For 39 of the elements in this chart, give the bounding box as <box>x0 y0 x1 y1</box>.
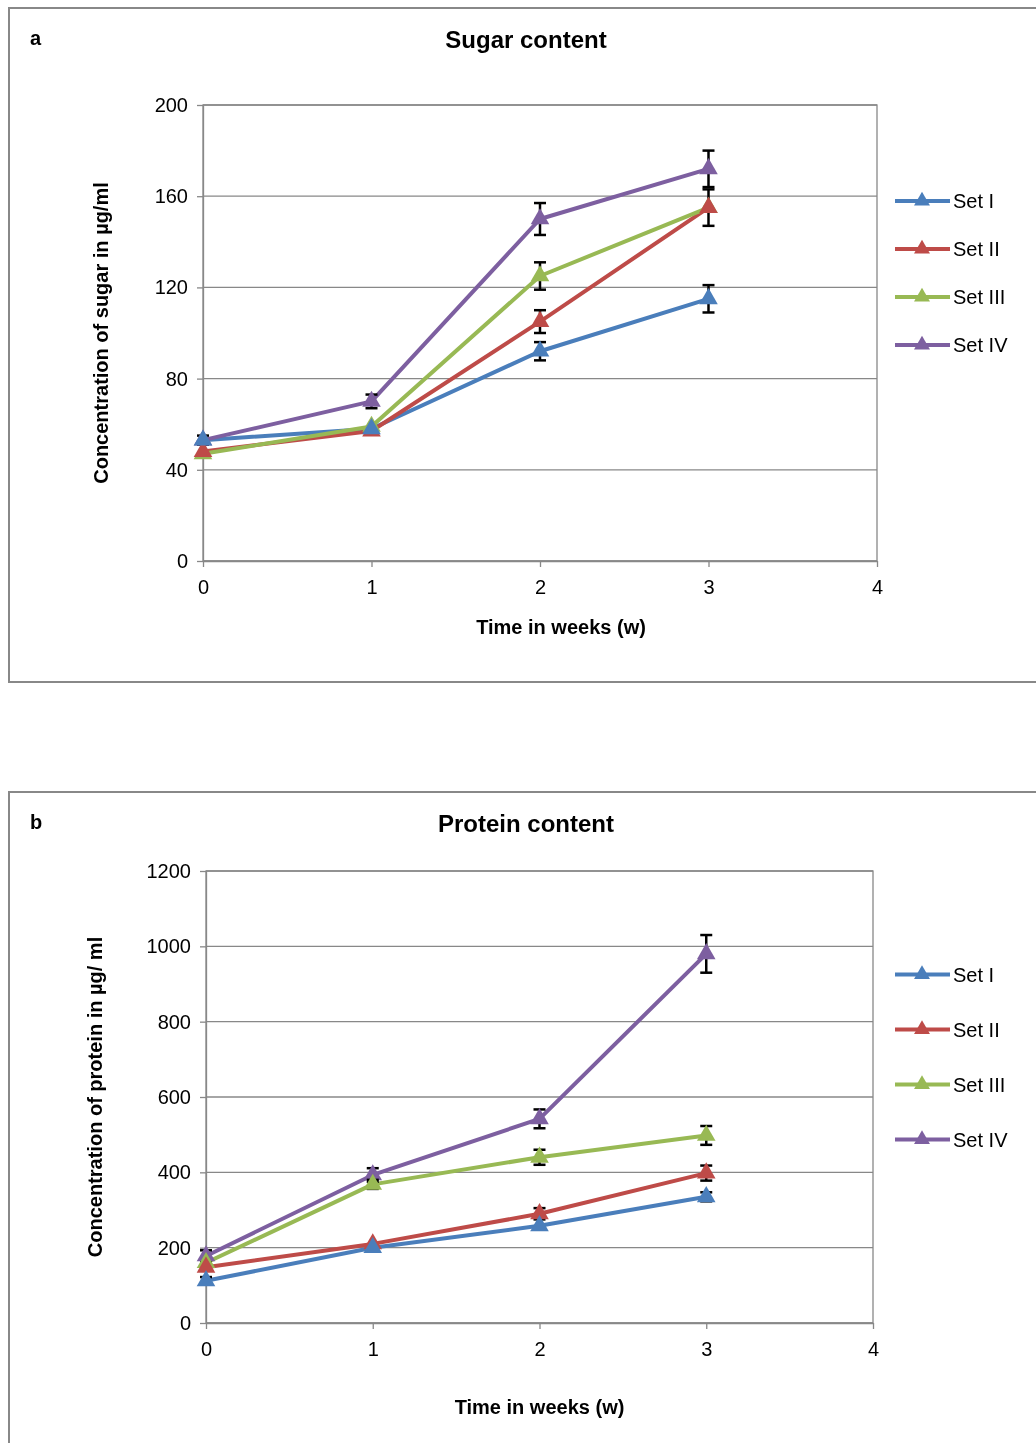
x-tick-label: 2 <box>534 1338 546 1360</box>
y-tick-label: 200 <box>157 1236 191 1259</box>
legend-label: Set I <box>953 963 995 986</box>
legend-label: Set III <box>953 286 1006 308</box>
legend-label: Set II <box>953 1018 1000 1041</box>
x-tick-label: 0 <box>197 576 210 598</box>
y-axis-title: Concentration of protein in µg/ ml <box>84 936 106 1258</box>
y-tick-label: 600 <box>157 1085 191 1108</box>
legend-label: Set IV <box>953 334 1009 356</box>
y-tick-label: 200 <box>154 93 188 116</box>
text: b <box>30 811 43 833</box>
y-tick-label: 400 <box>157 1161 191 1184</box>
x-axis-title: Time in weeks (w) <box>476 616 646 638</box>
y-tick-label: 120 <box>154 276 188 299</box>
x-tick-label: 4 <box>867 1338 880 1360</box>
chart-title: Protein content <box>437 810 615 837</box>
y-tick-label: 160 <box>154 185 188 208</box>
y-tick-label: 1200 <box>146 859 191 882</box>
x-tick-label: 4 <box>871 576 884 598</box>
y-tick-label: 80 <box>165 367 188 390</box>
x-axis-title: Time in weeks (w) <box>454 1396 625 1418</box>
legend-label: Set I <box>953 190 995 212</box>
x-tick-label: 3 <box>701 1338 713 1360</box>
legend-label: Set IV <box>953 1128 1009 1151</box>
y-tick-label: 1000 <box>146 935 191 958</box>
legend-label: Set III <box>953 1073 1006 1096</box>
x-tick-label: 1 <box>366 576 378 598</box>
y-tick-label: 0 <box>179 1311 191 1334</box>
y-tick-label: 40 <box>165 458 188 481</box>
text: a <box>30 27 42 49</box>
y-tick-label: 800 <box>157 1010 191 1033</box>
x-tick-label: 2 <box>534 576 547 598</box>
x-tick-label: 0 <box>200 1338 213 1360</box>
y-tick-label: 0 <box>176 549 188 572</box>
y-axis-title: Concentration of sugar in µg/ml <box>90 182 112 484</box>
chart-title: Sugar content <box>445 26 607 53</box>
x-tick-label: 1 <box>367 1338 379 1360</box>
legend-label: Set II <box>953 238 1000 260</box>
x-tick-label: 3 <box>703 576 715 598</box>
